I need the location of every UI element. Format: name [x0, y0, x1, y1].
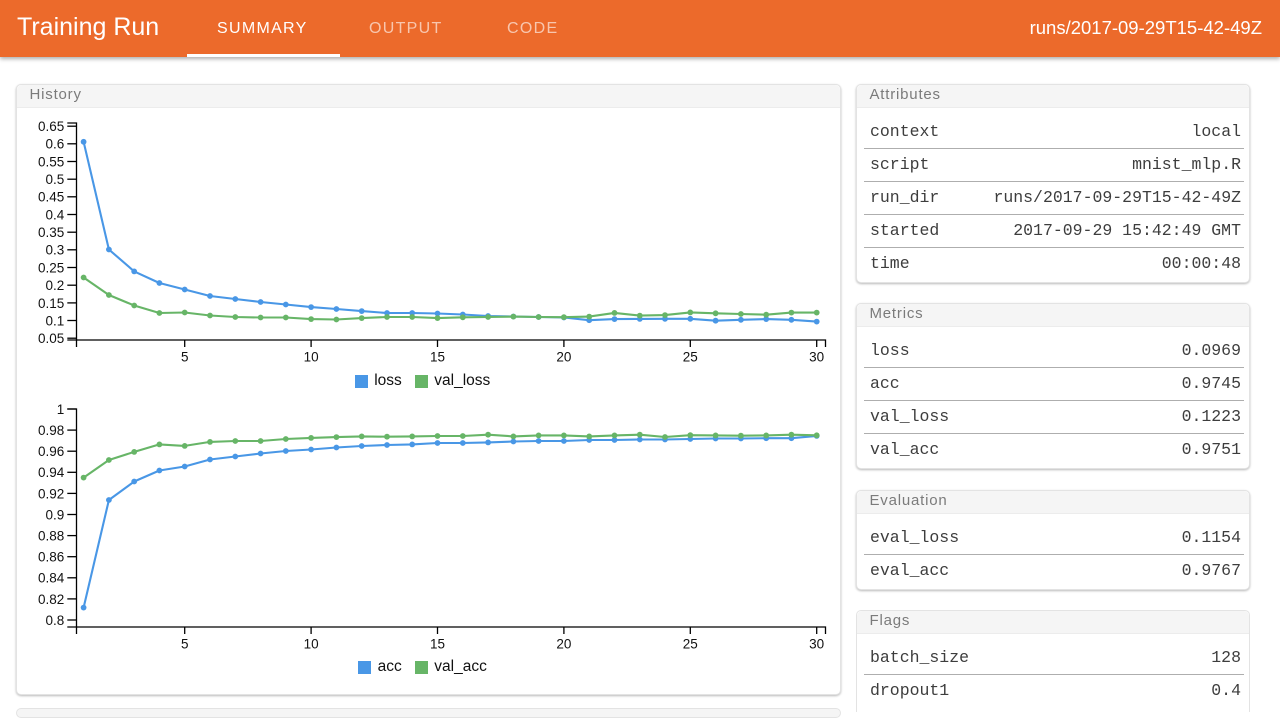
- svg-text:0.05: 0.05: [38, 331, 64, 346]
- svg-text:15: 15: [430, 637, 445, 652]
- svg-text:0.25: 0.25: [38, 260, 64, 275]
- svg-text:0.84: 0.84: [38, 571, 65, 586]
- svg-text:0.86: 0.86: [38, 550, 64, 565]
- svg-text:10: 10: [304, 637, 319, 652]
- svg-text:0.98: 0.98: [38, 423, 64, 438]
- svg-text:0.9: 0.9: [46, 507, 65, 522]
- svg-text:0.5: 0.5: [46, 172, 65, 187]
- svg-text:0.8: 0.8: [46, 613, 65, 628]
- svg-text:0.45: 0.45: [38, 190, 64, 205]
- svg-text:0.6: 0.6: [46, 137, 65, 152]
- svg-text:0.2: 0.2: [46, 278, 65, 293]
- svg-text:0.15: 0.15: [38, 296, 64, 311]
- svg-text:25: 25: [683, 637, 698, 652]
- svg-text:30: 30: [809, 637, 824, 652]
- svg-text:0.3: 0.3: [46, 243, 65, 258]
- svg-text:5: 5: [181, 637, 189, 652]
- svg-text:20: 20: [556, 637, 571, 652]
- svg-text:0.4: 0.4: [46, 207, 65, 222]
- svg-text:25: 25: [683, 350, 698, 365]
- svg-text:30: 30: [809, 350, 824, 365]
- svg-text:20: 20: [556, 350, 571, 365]
- svg-text:0.88: 0.88: [38, 529, 64, 544]
- svg-text:0.92: 0.92: [38, 486, 64, 501]
- svg-text:10: 10: [304, 350, 319, 365]
- svg-text:1: 1: [57, 402, 65, 417]
- svg-text:0.55: 0.55: [38, 154, 64, 169]
- svg-text:0.82: 0.82: [38, 592, 64, 607]
- svg-text:0.94: 0.94: [38, 465, 65, 480]
- svg-text:15: 15: [430, 350, 445, 365]
- svg-text:0.35: 0.35: [38, 225, 64, 240]
- svg-text:5: 5: [181, 350, 189, 365]
- svg-text:0.65: 0.65: [38, 119, 64, 134]
- svg-text:0.1: 0.1: [46, 313, 65, 328]
- svg-text:0.96: 0.96: [38, 444, 64, 459]
